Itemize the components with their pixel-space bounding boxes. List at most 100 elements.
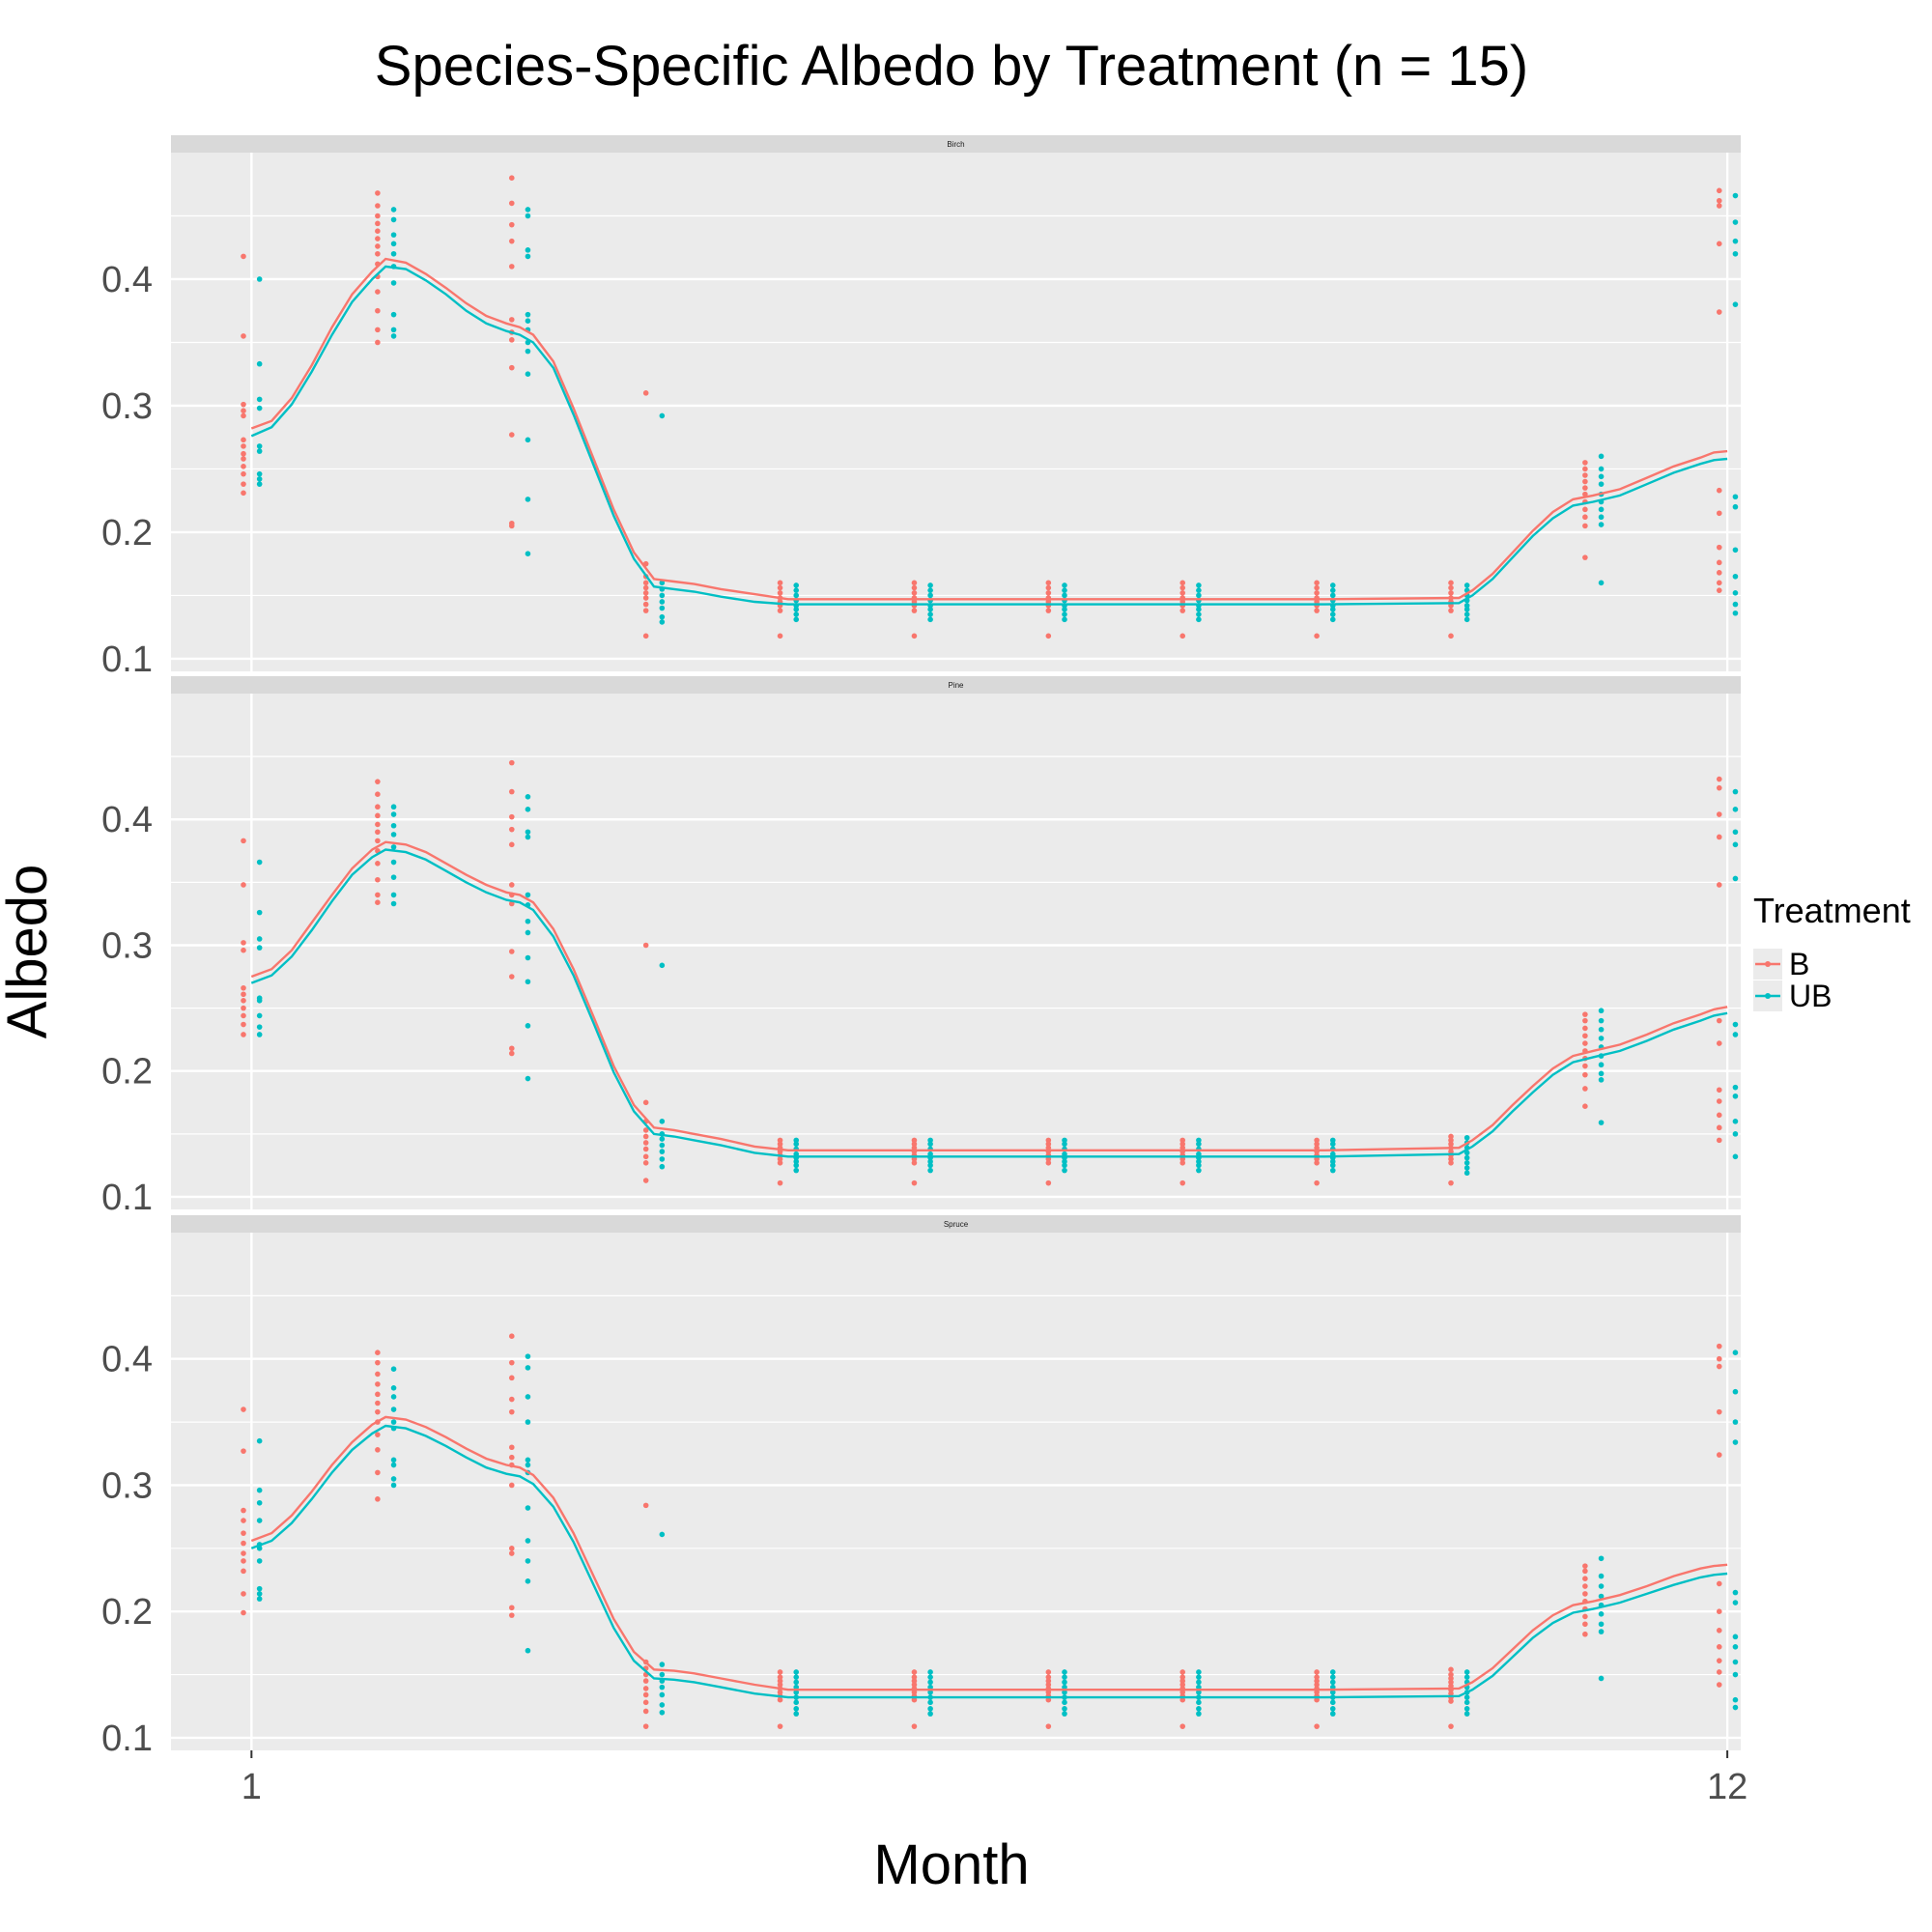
data-point bbox=[1179, 1723, 1186, 1729]
data-point bbox=[1716, 510, 1722, 517]
legend-entry-b: B bbox=[1753, 947, 1809, 981]
data-point bbox=[1732, 601, 1739, 608]
data-point bbox=[642, 633, 649, 639]
data-point bbox=[375, 829, 381, 836]
data-point bbox=[659, 962, 666, 969]
data-point bbox=[256, 476, 263, 482]
data-point bbox=[1196, 592, 1202, 599]
y-tick-label: 0.1 bbox=[101, 639, 153, 680]
data-point bbox=[375, 307, 381, 314]
data-point bbox=[927, 1690, 933, 1695]
data-point bbox=[241, 1005, 246, 1011]
data-point bbox=[256, 1437, 263, 1444]
data-point bbox=[1463, 1699, 1470, 1706]
data-point bbox=[1314, 1669, 1320, 1675]
data-point bbox=[1582, 1103, 1588, 1109]
data-point bbox=[256, 276, 263, 282]
data-point bbox=[1732, 875, 1739, 882]
data-point bbox=[508, 1550, 515, 1556]
data-point bbox=[1732, 1671, 1739, 1678]
data-point bbox=[1314, 1690, 1320, 1695]
data-point bbox=[1582, 1025, 1588, 1032]
data-point bbox=[1448, 1675, 1454, 1682]
data-point bbox=[1582, 1071, 1588, 1078]
data-point bbox=[1582, 1033, 1588, 1039]
data-point bbox=[1598, 1008, 1605, 1014]
data-point bbox=[241, 1406, 246, 1412]
data-point bbox=[642, 1153, 649, 1160]
data-point bbox=[375, 791, 381, 797]
data-point bbox=[241, 408, 246, 413]
data-point bbox=[1179, 1156, 1186, 1162]
data-point bbox=[508, 813, 515, 820]
data-point bbox=[1716, 1363, 1722, 1370]
data-point bbox=[1045, 584, 1052, 591]
data-point bbox=[777, 1137, 783, 1144]
data-point bbox=[508, 1482, 515, 1489]
data-point bbox=[642, 601, 649, 608]
data-point bbox=[1716, 1628, 1722, 1634]
data-point bbox=[256, 470, 263, 477]
data-point bbox=[1732, 1093, 1739, 1099]
data-point bbox=[1062, 1158, 1067, 1165]
data-point bbox=[777, 608, 783, 613]
data-point bbox=[1314, 633, 1320, 639]
data-point bbox=[375, 804, 381, 810]
data-point bbox=[1732, 250, 1739, 257]
data-point bbox=[508, 1359, 515, 1366]
data-point bbox=[1732, 238, 1739, 244]
data-point bbox=[1314, 1696, 1320, 1703]
legend-point bbox=[1765, 993, 1771, 999]
data-point bbox=[1196, 1674, 1202, 1680]
data-point bbox=[642, 1140, 649, 1146]
data-point bbox=[1196, 1679, 1202, 1686]
y-tick-label: 0.4 bbox=[101, 260, 153, 300]
data-point bbox=[642, 1160, 649, 1166]
data-point bbox=[1179, 1682, 1186, 1688]
data-point bbox=[1463, 1134, 1470, 1141]
data-point bbox=[256, 1012, 263, 1019]
data-point bbox=[1045, 1678, 1052, 1684]
data-point bbox=[256, 1518, 263, 1523]
data-point bbox=[375, 1469, 381, 1476]
data-point bbox=[1329, 1690, 1336, 1695]
data-point bbox=[1598, 453, 1605, 460]
data-point bbox=[1732, 1634, 1739, 1640]
data-point bbox=[241, 490, 246, 497]
data-point bbox=[1179, 589, 1186, 596]
data-point bbox=[642, 1146, 649, 1152]
data-point bbox=[1448, 1723, 1454, 1729]
data-point bbox=[1329, 587, 1336, 593]
data-point bbox=[1329, 1141, 1336, 1148]
data-point bbox=[525, 1457, 531, 1463]
facet-strip bbox=[171, 676, 1741, 694]
data-point bbox=[1463, 1674, 1470, 1680]
data-point bbox=[1179, 633, 1186, 639]
data-point bbox=[1314, 1137, 1320, 1144]
data-point bbox=[927, 1674, 933, 1680]
data-point bbox=[793, 1158, 800, 1165]
data-point bbox=[1732, 1032, 1739, 1037]
data-point bbox=[1732, 1644, 1739, 1650]
data-point bbox=[1448, 1666, 1454, 1673]
data-point bbox=[1732, 1589, 1739, 1596]
data-point bbox=[1716, 1682, 1722, 1688]
data-point bbox=[1582, 478, 1588, 485]
data-point bbox=[1463, 616, 1470, 623]
data-point bbox=[1716, 1452, 1722, 1458]
data-point bbox=[256, 945, 263, 951]
facet-pine: Pine 0.1 0.2 0.3 0.4 bbox=[101, 676, 1741, 1218]
data-point bbox=[1716, 544, 1722, 551]
data-point bbox=[1329, 1679, 1336, 1686]
data-point bbox=[1329, 1711, 1336, 1717]
data-point bbox=[1598, 481, 1605, 487]
data-point bbox=[375, 190, 381, 196]
data-point bbox=[256, 1032, 263, 1037]
data-point bbox=[1716, 1098, 1722, 1104]
data-point bbox=[390, 207, 397, 213]
data-point bbox=[375, 1350, 381, 1355]
data-point bbox=[256, 936, 263, 942]
data-point bbox=[1598, 1120, 1605, 1125]
data-point bbox=[1716, 882, 1722, 888]
data-point bbox=[911, 1690, 918, 1695]
